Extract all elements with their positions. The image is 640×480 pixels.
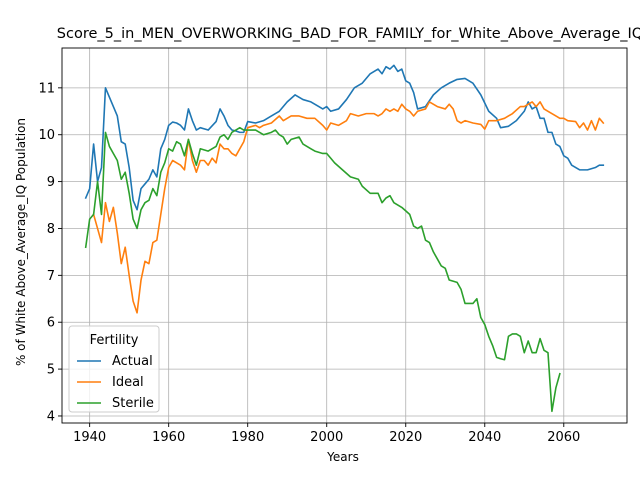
legend-label-ideal: Ideal — [112, 375, 144, 390]
series-line-ideal — [92, 101, 605, 314]
y-tick-label: 11 — [38, 81, 55, 96]
legend-label-sterile: Sterile — [112, 396, 154, 411]
x-tick-label: 1980 — [231, 430, 264, 445]
y-axis: 4 5 6 7 8 9 10 11 — [38, 81, 62, 424]
y-tick-label: 8 — [47, 222, 55, 237]
x-tick-label: 2000 — [310, 430, 343, 445]
legend-frame — [68, 325, 160, 413]
plot-frame — [61, 47, 628, 424]
x-tick-label: 2060 — [547, 430, 580, 445]
legend-label-actual: Actual — [112, 354, 153, 369]
x-tick-label: 1960 — [152, 430, 185, 445]
y-tick-label: 6 — [47, 316, 55, 331]
chart-title: Score_5_in_MEN_OVERWORKING_BAD_FOR_FAMIL… — [57, 26, 640, 42]
x-axis-title: Years — [326, 450, 359, 464]
x-tick-label: 1940 — [73, 430, 106, 445]
legend-title: Fertility — [90, 333, 139, 348]
series-line-sterile — [84, 126, 561, 413]
y-tick-label: 5 — [47, 363, 55, 378]
x-axis: 1940 1960 1980 2000 2020 2040 2060 — [73, 423, 580, 445]
y-tick-label: 9 — [47, 175, 55, 190]
series-layer — [84, 64, 605, 413]
x-tick-label: 2040 — [468, 430, 501, 445]
legend: Fertility Actual Ideal Sterile — [68, 325, 160, 413]
legend-items: Actual Ideal Sterile — [77, 354, 154, 411]
y-tick-label: 7 — [47, 269, 55, 284]
y-tick-label: 4 — [47, 409, 55, 424]
x-tick-label: 2020 — [389, 430, 422, 445]
y-axis-title: % of White Above_Average_IQ Population — [14, 118, 28, 366]
y-tick-label: 10 — [38, 128, 55, 143]
